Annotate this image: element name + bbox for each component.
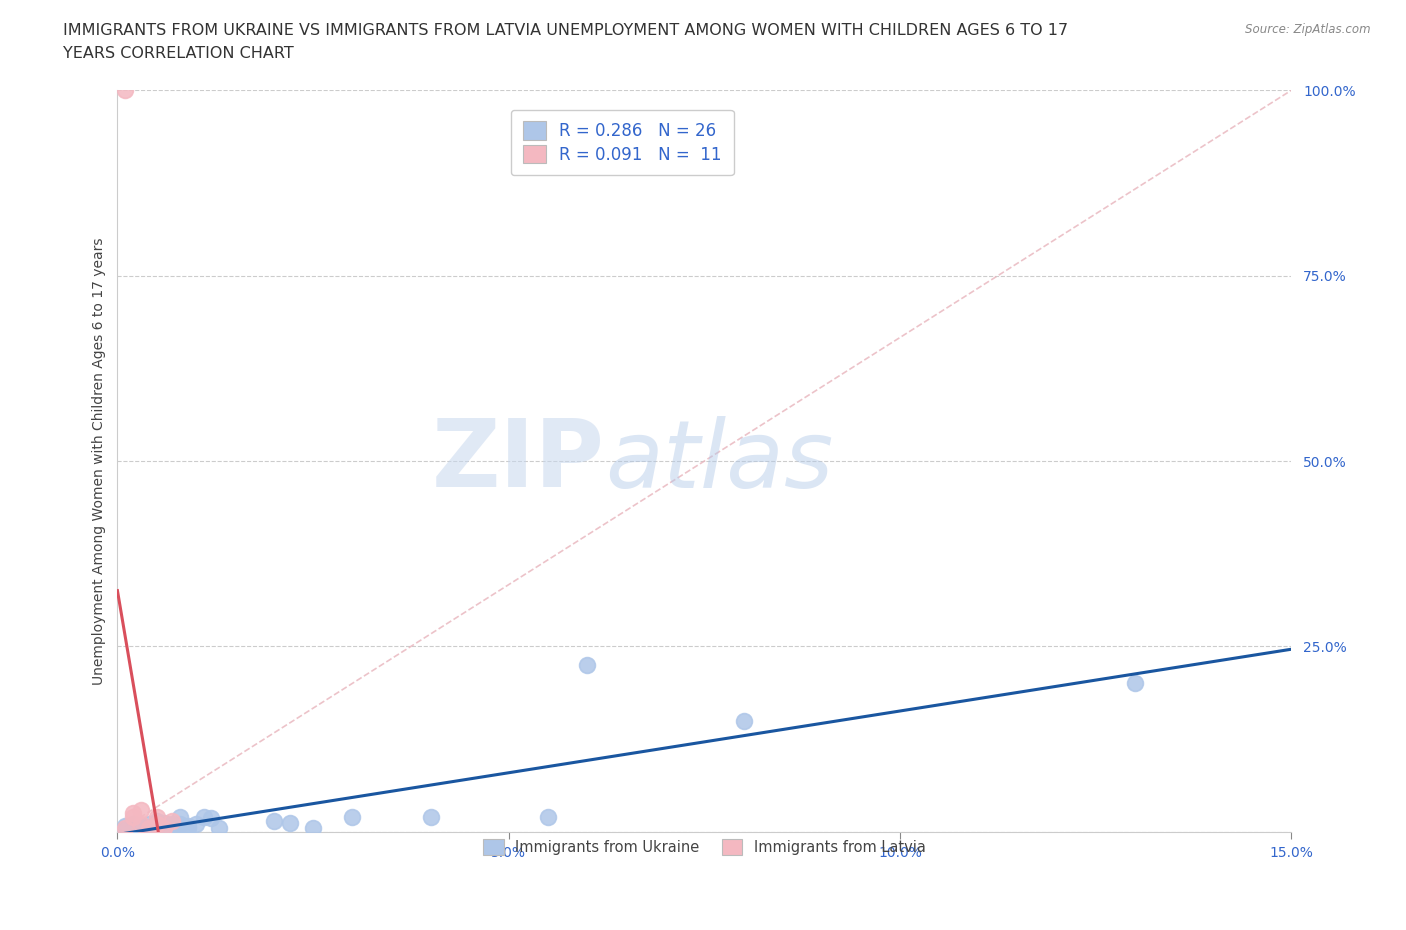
Legend: Immigrants from Ukraine, Immigrants from Latvia: Immigrants from Ukraine, Immigrants from… xyxy=(474,829,936,865)
Point xyxy=(302,820,325,835)
Text: ZIP: ZIP xyxy=(432,415,605,507)
Point xyxy=(114,83,136,98)
Point xyxy=(138,820,160,835)
Point xyxy=(177,820,200,835)
Point xyxy=(160,817,183,831)
Point xyxy=(153,816,176,830)
Point xyxy=(177,818,200,833)
Point xyxy=(160,820,183,835)
Point xyxy=(129,818,152,833)
Point xyxy=(122,820,145,835)
Point xyxy=(145,813,167,828)
Text: IMMIGRANTS FROM UKRAINE VS IMMIGRANTS FROM LATVIA UNEMPLOYMENT AMONG WOMEN WITH : IMMIGRANTS FROM UKRAINE VS IMMIGRANTS FR… xyxy=(63,23,1069,38)
Point xyxy=(129,802,152,817)
Point xyxy=(114,818,136,833)
Point xyxy=(419,809,441,824)
Point xyxy=(129,820,152,835)
Point xyxy=(145,809,167,824)
Point xyxy=(160,813,183,828)
Point xyxy=(145,820,167,835)
Point xyxy=(1123,676,1146,691)
Point xyxy=(576,658,599,672)
Text: Source: ZipAtlas.com: Source: ZipAtlas.com xyxy=(1246,23,1371,36)
Point xyxy=(169,817,191,831)
Point xyxy=(169,809,191,824)
Point xyxy=(138,817,160,831)
Point xyxy=(114,820,136,835)
Point xyxy=(263,813,285,828)
Text: YEARS CORRELATION CHART: YEARS CORRELATION CHART xyxy=(63,46,294,61)
Point xyxy=(145,817,167,831)
Point xyxy=(122,809,145,824)
Point xyxy=(733,713,755,728)
Point xyxy=(153,820,176,835)
Point xyxy=(208,820,231,835)
Point xyxy=(200,811,222,826)
Point xyxy=(184,817,207,831)
Point xyxy=(129,817,152,831)
Point xyxy=(122,817,145,831)
Point xyxy=(114,820,136,835)
Point xyxy=(145,817,167,831)
Point xyxy=(278,816,301,830)
Point xyxy=(193,809,215,824)
Point xyxy=(342,809,364,824)
Point xyxy=(153,817,176,831)
Text: atlas: atlas xyxy=(605,416,832,507)
Y-axis label: Unemployment Among Women with Children Ages 6 to 17 years: Unemployment Among Women with Children A… xyxy=(93,237,107,684)
Point xyxy=(138,820,160,835)
Point xyxy=(122,805,145,820)
Point xyxy=(537,809,560,824)
